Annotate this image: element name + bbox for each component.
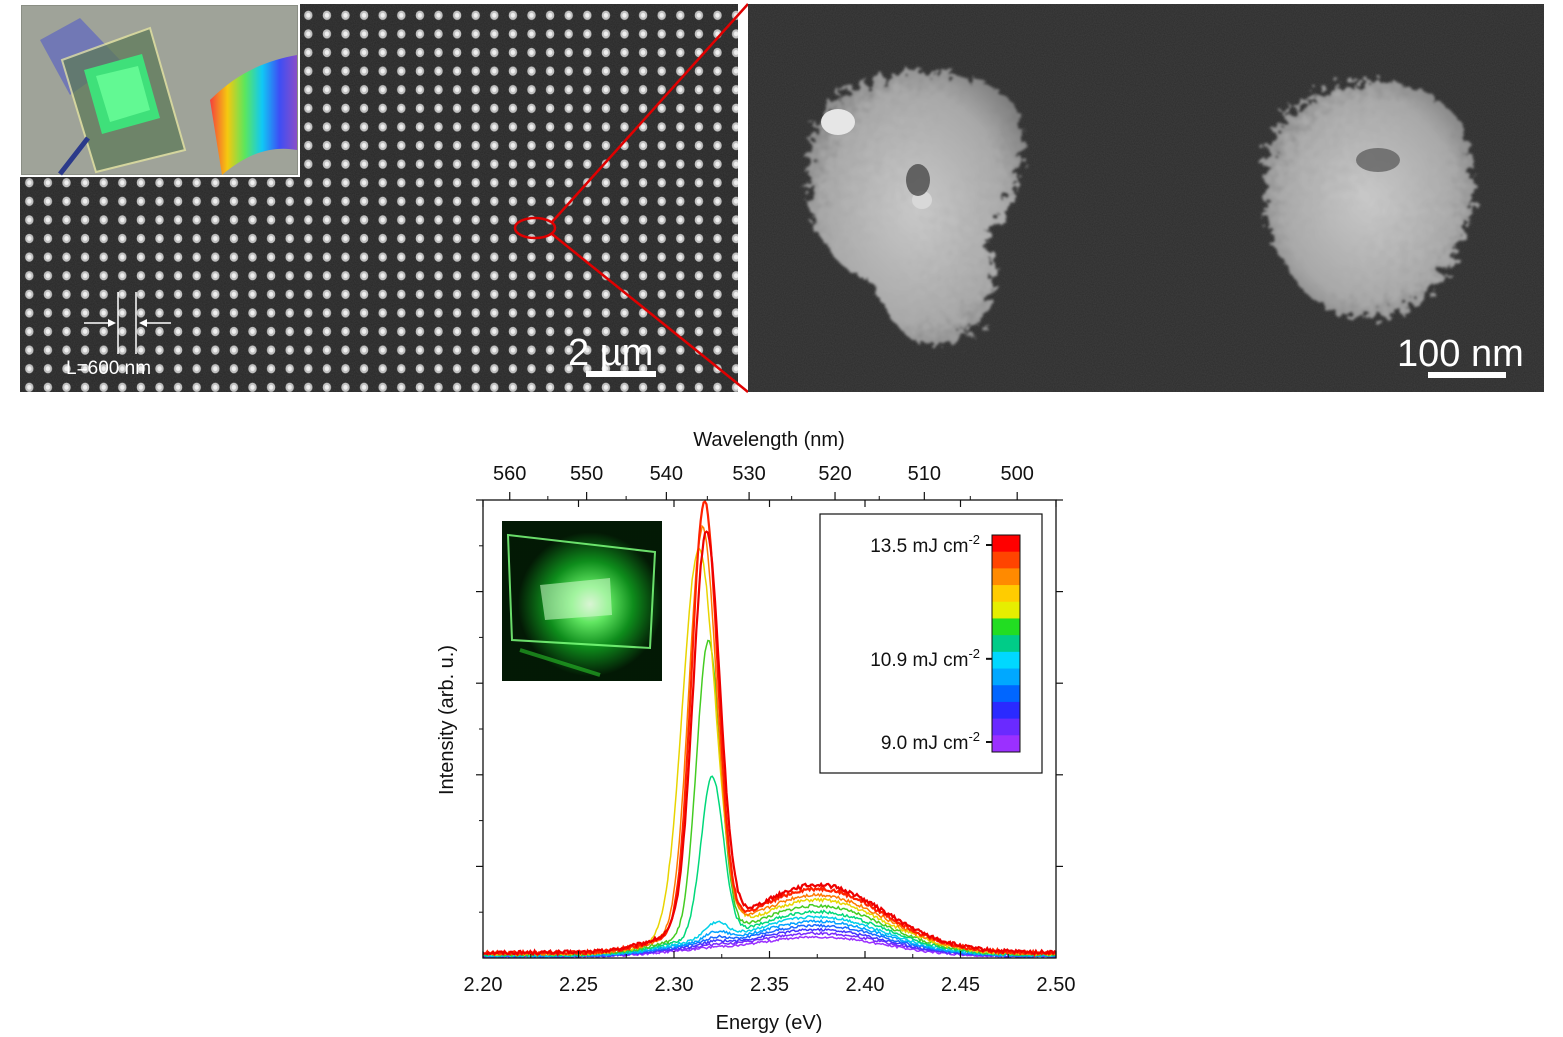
top-tick-label: 550 bbox=[570, 463, 603, 485]
x-tick-label: 2.40 bbox=[846, 974, 885, 996]
zoom-line-top bbox=[551, 3, 749, 223]
top-axis-label: Wavelength (nm) bbox=[693, 429, 845, 451]
x-tick-label: 2.25 bbox=[559, 974, 598, 996]
colorbar-labels: 13.5 mJ cm-2 10.9 mJ cm-2 9.0 mJ cm-2 bbox=[870, 532, 992, 754]
colorbar-segment bbox=[992, 701, 1020, 720]
x-tick-label: 2.35 bbox=[750, 974, 789, 996]
colorbar-segment bbox=[992, 585, 1020, 603]
scale-bar-right-label: 100 nm bbox=[1397, 333, 1524, 375]
colorbar-outline bbox=[991, 534, 1021, 753]
colorbar-segment bbox=[992, 685, 1020, 703]
colorbar-label: 9.0 mJ cm-2 bbox=[881, 729, 980, 754]
colorbar-segment bbox=[992, 535, 1020, 553]
period-label: L=600 nm bbox=[66, 358, 151, 379]
top-tick-label: 510 bbox=[908, 463, 941, 485]
colorbar-label: 13.5 mJ cm-2 bbox=[870, 532, 980, 557]
legend-box: 13.5 mJ cm-2 10.9 mJ cm-2 9.0 mJ cm-2 bbox=[819, 513, 1043, 774]
colorbar-segment bbox=[992, 601, 1020, 619]
colorbar bbox=[991, 534, 1021, 753]
top-tick-label: 560 bbox=[493, 463, 526, 485]
colorbar-segment bbox=[992, 718, 1020, 736]
series-line bbox=[482, 530, 1057, 957]
zoom-region-marker bbox=[513, 216, 557, 240]
scale-bar-left bbox=[586, 371, 656, 377]
colorbar-segment bbox=[992, 568, 1020, 586]
colorbar-segment bbox=[992, 635, 1020, 653]
y-ticks bbox=[476, 499, 1063, 913]
colorbar-segment bbox=[992, 618, 1020, 636]
period-marker bbox=[84, 292, 171, 354]
sample-photo-inset bbox=[19, 3, 300, 177]
spectrum-chart: 2.20 2.25 2.30 2.35 2.40 2.45 2.50 560 550 540 53… bbox=[436, 429, 1075, 1034]
scale-bar-left-label: 2 µm bbox=[568, 332, 653, 374]
colorbar-label: 10.9 mJ cm-2 bbox=[870, 646, 980, 671]
top-tick-label: 520 bbox=[818, 463, 851, 485]
colorbar-segment bbox=[992, 551, 1020, 569]
scale-bar-right bbox=[1428, 372, 1506, 378]
emission-photo-inset bbox=[502, 521, 662, 681]
x-ticks: 2.20 2.25 2.30 2.35 2.40 2.45 2.50 bbox=[464, 500, 1076, 996]
colorbar-segment bbox=[992, 735, 1020, 753]
x-axis-label: Energy (eV) bbox=[716, 1012, 823, 1034]
colorbar-segment bbox=[992, 651, 1020, 670]
top-tick-label: 500 bbox=[1001, 463, 1034, 485]
top-tick-label: 530 bbox=[732, 463, 765, 485]
x-tick-label: 2.20 bbox=[464, 974, 503, 996]
x-tick-label: 2.45 bbox=[941, 974, 980, 996]
sem-zoom-image bbox=[748, 4, 1544, 392]
x-tick-label: 2.50 bbox=[1037, 974, 1076, 996]
y-axis-label: Intensity (arb. u.) bbox=[436, 645, 458, 795]
top-ticks: 560 550 540 530 520 510 500 bbox=[493, 463, 1034, 500]
colorbar-segment bbox=[992, 668, 1020, 686]
x-tick-label: 2.30 bbox=[655, 974, 694, 996]
top-tick-label: 540 bbox=[650, 463, 683, 485]
zoom-line-bottom bbox=[551, 233, 749, 393]
